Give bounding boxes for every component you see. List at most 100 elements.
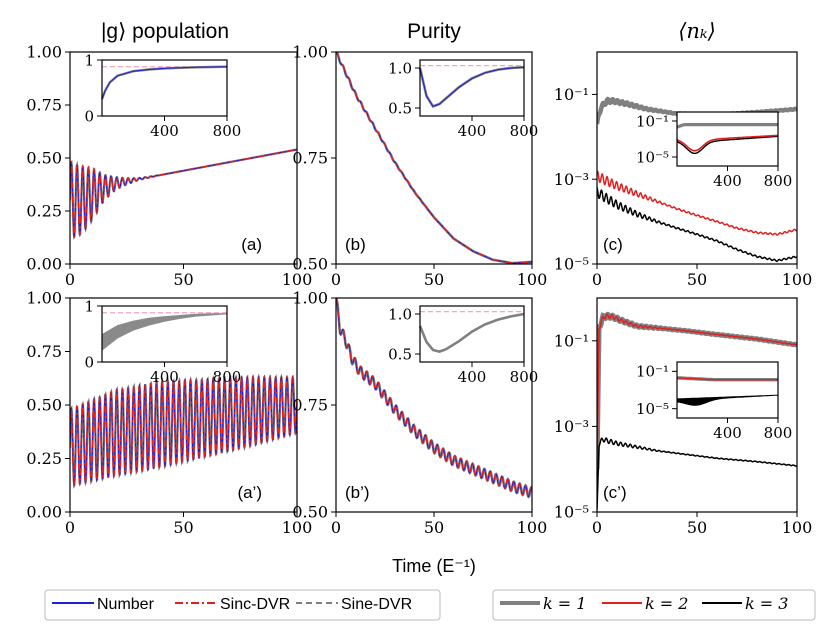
inset-k3-c: [676, 135, 779, 155]
y-tick-label-b: 1.00: [292, 43, 328, 62]
x-tick-label-a2: 50: [173, 518, 193, 537]
y-tick-label-a2-inset: 0: [84, 353, 94, 371]
x-tick-label-c: 50: [687, 270, 707, 289]
y-tick-label-a: 0.25: [26, 202, 62, 221]
series-k3-c2: [597, 437, 797, 510]
y-tick-label-a-inset: 0: [84, 107, 94, 125]
x-tick-label-b2: 50: [424, 518, 444, 537]
panel-label-a: (a): [241, 235, 262, 254]
x-tick-label-c: 100: [782, 270, 813, 289]
y-tick-label-c2: 10⁻³: [554, 417, 589, 436]
y-tick-label-b2: 0.75: [292, 396, 328, 415]
x-tick-label-b2: 0: [331, 518, 341, 537]
legend-k: k = 1 k = 2 k = 3: [492, 589, 816, 621]
title-purity: Purity: [407, 20, 461, 43]
y-tick-label-c2-inset: 10⁻¹: [636, 363, 669, 381]
inset-k1-c: [676, 122, 778, 129]
x-tick-label-c2: 0: [592, 518, 602, 537]
x-axis-label: Time (E⁻¹): [392, 556, 476, 576]
x-tick-label-a: 0: [65, 270, 75, 289]
x-tick-label-a2: 100: [282, 518, 313, 537]
inset-k3-band-c2: [677, 394, 778, 406]
legend-methods-frame: [44, 589, 441, 621]
y-tick-label-c: 10⁻⁵: [554, 255, 589, 274]
y-tick-label-b2-inset: 0.5: [388, 345, 412, 363]
x-tick-label-b-inset: 800: [510, 122, 539, 140]
series-sinc-dvr-b: [336, 52, 532, 264]
panel-label-c2: (c’): [603, 483, 627, 502]
y-tick-label-a2: 0.00: [26, 503, 62, 522]
y-tick-label-a-inset: 1: [84, 51, 94, 69]
y-tick-label-b2: 0.50: [292, 503, 328, 522]
legend-sine-label: Sine-DVR: [341, 596, 412, 613]
inset-number-b: [419, 66, 525, 108]
y-tick-label-b-inset: 0.5: [388, 99, 412, 117]
x-tick-label-b: 50: [424, 270, 444, 289]
x-tick-label-c2: 100: [782, 518, 813, 537]
y-tick-label-a2: 0.50: [26, 396, 62, 415]
y-tick-label-c2-inset: 10⁻⁵: [636, 400, 669, 418]
x-tick-label-a-inset: 400: [150, 122, 179, 140]
x-tick-label-a2-inset: 800: [213, 368, 242, 386]
y-tick-label-a2: 0.75: [26, 342, 62, 361]
x-tick-label-c2: 50: [687, 518, 707, 537]
y-tick-label-c2: 10⁻¹: [554, 331, 589, 350]
y-tick-label-a2: 0.25: [26, 449, 62, 468]
x-tick-label-b2-inset: 800: [510, 368, 539, 386]
legend-k-frame: [492, 589, 816, 621]
y-tick-label-c2: 10⁻⁵: [554, 503, 589, 522]
legend-k1-label: k = 1: [543, 594, 586, 613]
series-sinc-dvr-b2: [336, 298, 532, 498]
inset-k2-c2: [677, 377, 778, 381]
y-tick-label-c: 10⁻¹: [554, 85, 589, 104]
panel-label-a2: (a’): [237, 483, 262, 502]
series-sinc-dvr-a2: [70, 374, 297, 487]
y-tick-label-a: 0.75: [26, 96, 62, 115]
legend-k2-label: k = 2: [645, 594, 688, 613]
x-tick-label-a2: 0: [65, 518, 75, 537]
x-tick-label-c-inset: 800: [764, 172, 793, 190]
inset-bg-c2: [677, 362, 778, 418]
series-number-a: [70, 148, 297, 239]
x-tick-label-b2-inset: 400: [458, 368, 487, 386]
panel-label-c: (c): [603, 235, 623, 254]
x-tick-label-c-inset: 400: [713, 172, 742, 190]
legend-methods: Number Sinc-DVR Sine-DVR: [44, 589, 441, 621]
x-tick-label-b: 100: [517, 270, 548, 289]
inset-bg-b2: [420, 306, 524, 362]
inset-sine-b2: [418, 312, 525, 353]
y-tick-label-a2: 1.00: [26, 289, 62, 308]
x-tick-label-c2-inset: 400: [713, 424, 742, 442]
inset-number-a: [101, 66, 228, 100]
y-tick-label-b: 0.75: [292, 149, 328, 168]
panel-label-b: (b): [345, 235, 366, 254]
y-tick-label-b2: 1.00: [292, 289, 328, 308]
y-tick-label-c: 10⁻³: [554, 170, 589, 189]
x-tick-label-a: 50: [173, 270, 193, 289]
x-tick-label-a: 100: [282, 270, 313, 289]
panel-label-b2: (b’): [345, 483, 370, 502]
inset-k2-c: [676, 134, 779, 152]
y-tick-label-b: 0.50: [292, 255, 328, 274]
title-population: |g⟩ population: [101, 20, 229, 43]
y-tick-label-c-inset: 10⁻⁵: [636, 148, 669, 166]
y-tick-label-a: 0.00: [26, 255, 62, 274]
x-tick-label-a-inset: 800: [213, 122, 242, 140]
series-k3-c: [597, 187, 797, 263]
x-tick-label-c: 0: [592, 270, 602, 289]
series-k2-c: [597, 170, 797, 236]
x-tick-label-b2: 100: [517, 518, 548, 537]
y-tick-label-a: 1.00: [26, 43, 62, 62]
y-tick-label-a2-inset: 1: [84, 297, 94, 315]
inset-band-a2: [102, 313, 227, 351]
x-tick-label-c2-inset: 800: [764, 424, 793, 442]
y-tick-label-b-inset: 1.0: [388, 59, 412, 77]
y-tick-label-b2-inset: 1.0: [388, 305, 412, 323]
y-tick-label-a: 0.50: [26, 149, 62, 168]
x-tick-label-b: 0: [331, 270, 341, 289]
x-tick-label-b-inset: 400: [458, 122, 487, 140]
legend-k3-label: k = 3: [745, 594, 788, 613]
y-tick-label-c-inset: 10⁻¹: [636, 112, 669, 130]
